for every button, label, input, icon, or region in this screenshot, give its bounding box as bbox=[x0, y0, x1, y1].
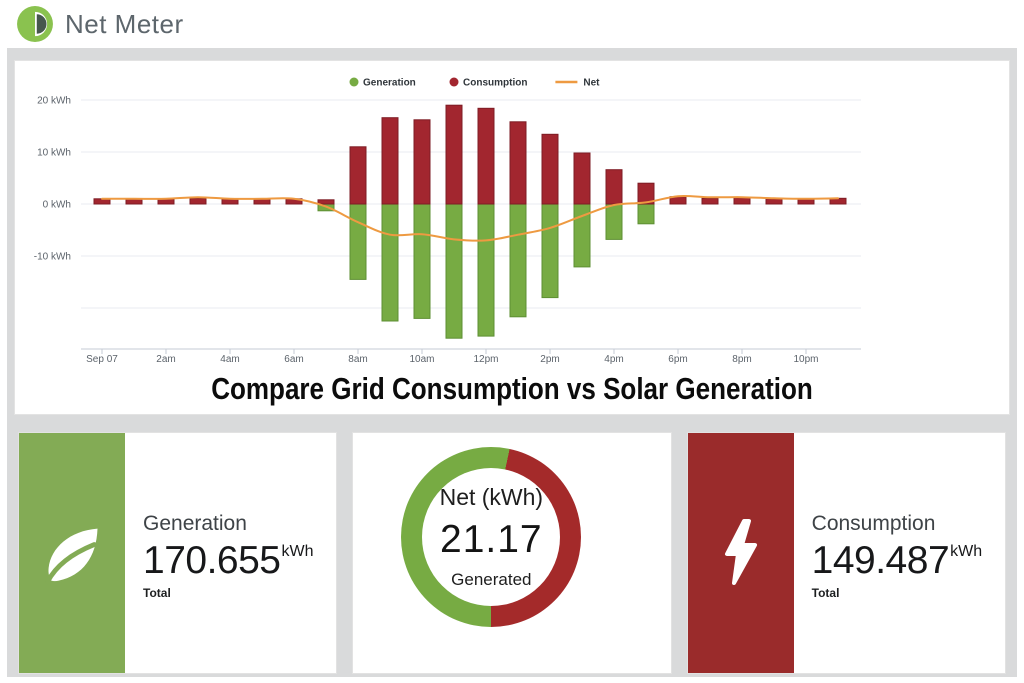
app-header: Net Meter bbox=[0, 0, 1024, 48]
svg-text:Sep 07: Sep 07 bbox=[86, 354, 118, 365]
svg-text:Net: Net bbox=[583, 78, 600, 89]
generation-unit: kWh bbox=[281, 543, 314, 560]
app-title: Net Meter bbox=[65, 8, 184, 39]
svg-text:6am: 6am bbox=[284, 354, 303, 365]
leaf-icon bbox=[45, 528, 98, 585]
svg-text:12pm: 12pm bbox=[473, 354, 498, 365]
svg-text:10am: 10am bbox=[409, 354, 434, 365]
generation-band bbox=[19, 433, 125, 673]
lightning-bolt-icon bbox=[724, 519, 757, 585]
legend-item-consumption[interactable]: Consumption bbox=[449, 77, 528, 89]
svg-text:Generation: Generation bbox=[363, 78, 416, 89]
net-donut-hole: Net (kWh) 21.17 Generated bbox=[422, 468, 561, 606]
svg-text:-10 kWh: -10 kWh bbox=[34, 252, 71, 263]
net-value: 21.17 bbox=[440, 518, 543, 561]
svg-text:20 kWh: 20 kWh bbox=[37, 96, 71, 107]
svg-text:8am: 8am bbox=[348, 354, 367, 365]
chart-card: 20 kWh 10 kWh 0 kWh -10 kWh Sep 07 2am 4am 6am 8… bbox=[14, 60, 1010, 415]
svg-text:10 kWh: 10 kWh bbox=[37, 148, 71, 159]
consumption-band bbox=[687, 433, 794, 673]
consumption-text: Consumption 149.487 kWh Total bbox=[812, 433, 982, 673]
cards-row: Generation 170.655 kWh Total Net (kWh) 2… bbox=[14, 432, 1010, 674]
net-meter-logo-icon bbox=[17, 6, 53, 42]
consumption-card: Consumption 149.487 kWh Total bbox=[686, 432, 1006, 674]
chart-title: Compare Grid Consumption vs Solar Genera… bbox=[211, 372, 813, 407]
svg-text:0 kWh: 0 kWh bbox=[43, 200, 71, 211]
legend-item-net[interactable]: Net bbox=[555, 78, 600, 89]
net-sub-label: Generated bbox=[451, 570, 532, 589]
net-title: Net (kWh) bbox=[439, 484, 544, 510]
consumption-value: 149.487 bbox=[811, 539, 950, 582]
consumption-total-label: Total bbox=[811, 586, 840, 600]
generation-label: Generation bbox=[143, 512, 247, 535]
generation-value-row: 170.655 kWh bbox=[143, 540, 313, 582]
generation-text: Generation 170.655 kWh Total bbox=[143, 433, 313, 673]
svg-text:4pm: 4pm bbox=[604, 354, 623, 365]
net-meter-chart[interactable]: 20 kWh 10 kWh 0 kWh -10 kWh Sep 07 2am 4am 6am 8… bbox=[15, 61, 1009, 414]
svg-text:8pm: 8pm bbox=[732, 354, 751, 365]
svg-text:2pm: 2pm bbox=[540, 354, 559, 365]
svg-text:4am: 4am bbox=[220, 354, 239, 365]
generation-total-label: Total bbox=[143, 586, 171, 600]
net-donut-chart[interactable]: Net (kWh) 21.17 Generated bbox=[401, 447, 582, 627]
content-area: 20 kWh 10 kWh 0 kWh -10 kWh Sep 07 2am 4am 6am 8… bbox=[7, 48, 1017, 677]
svg-text:Consumption: Consumption bbox=[463, 78, 527, 89]
consumption-value-row: 149.487 kWh bbox=[812, 540, 982, 582]
consumption-label: Consumption bbox=[811, 512, 936, 535]
net-card: Net (kWh) 21.17 Generated bbox=[352, 432, 672, 674]
consumption-unit: kWh bbox=[950, 543, 983, 560]
generation-card: Generation 170.655 kWh Total bbox=[18, 432, 338, 674]
svg-text:2am: 2am bbox=[156, 354, 175, 365]
legend-item-generation[interactable]: Generation bbox=[349, 77, 416, 89]
generation-value: 170.655 bbox=[143, 539, 281, 582]
svg-text:6pm: 6pm bbox=[668, 354, 687, 365]
svg-text:10pm: 10pm bbox=[793, 354, 818, 365]
